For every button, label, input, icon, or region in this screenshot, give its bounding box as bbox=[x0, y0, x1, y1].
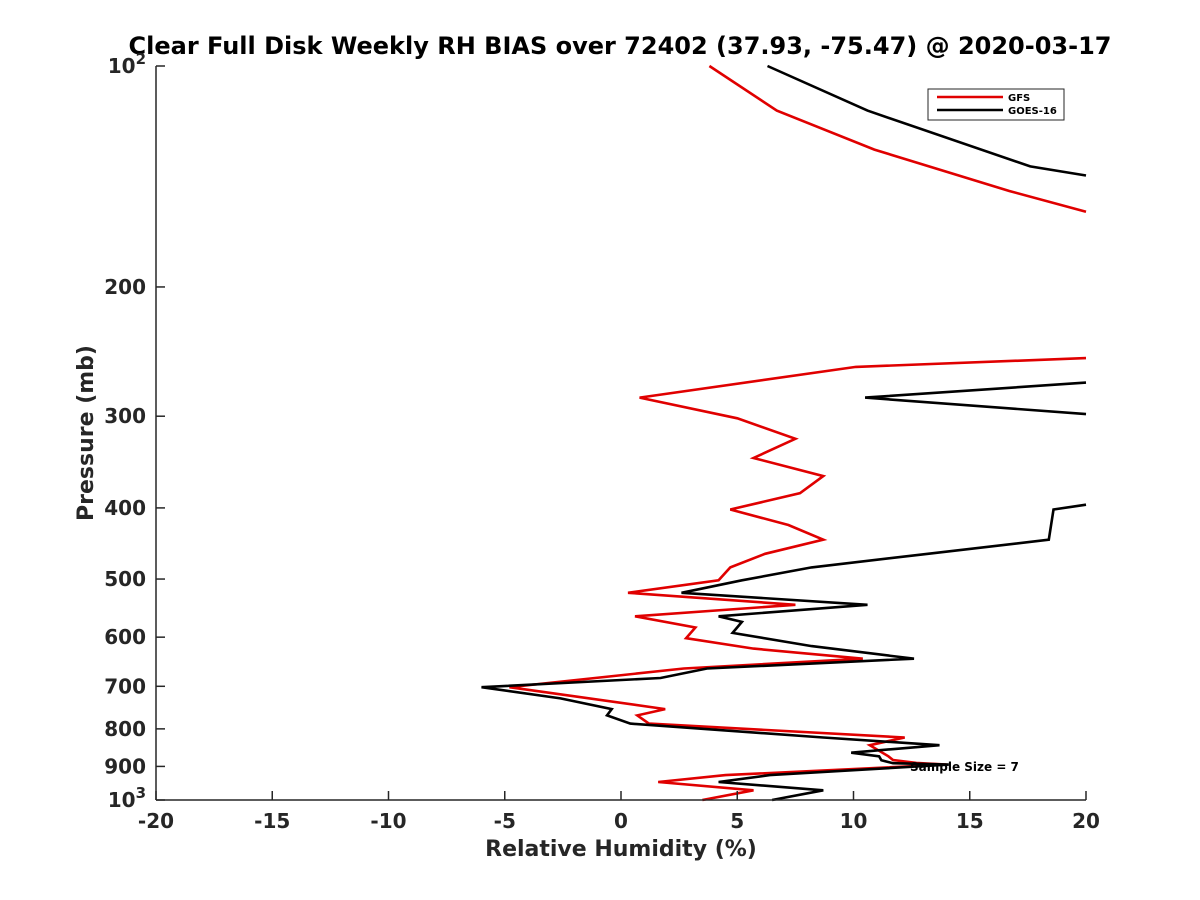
x-tick-label: 0 bbox=[614, 809, 628, 833]
y-tick-label: 500 bbox=[104, 567, 146, 591]
series-line-goes-16-segment-2 bbox=[865, 381, 1087, 416]
x-tick-label: 5 bbox=[730, 809, 744, 833]
x-tick-label: -5 bbox=[494, 809, 516, 833]
y-tick-label: 300 bbox=[104, 404, 146, 428]
chart-title: Clear Full Disk Weekly RH BIAS over 7240… bbox=[129, 32, 1112, 60]
x-tick-label: -20 bbox=[138, 809, 174, 833]
x-axis-label: Relative Humidity (%) bbox=[485, 837, 757, 862]
legend: GFS GOES-16 bbox=[927, 88, 1065, 121]
x-tick-label: -10 bbox=[370, 809, 406, 833]
series-line-gfs-segment-2 bbox=[509, 356, 1087, 802]
x-ticks: -20 -15 -10 -5 0 5 10 15 20 bbox=[138, 791, 1100, 833]
x-tick-label: -15 bbox=[254, 809, 290, 833]
y-tick-label-exponent: 2 bbox=[136, 50, 146, 68]
x-tick-label: 10 bbox=[840, 809, 868, 833]
legend-label-gfs: GFS bbox=[1008, 93, 1030, 104]
y-tick-label-base: 10 bbox=[108, 788, 136, 812]
y-tick-label-exponent: 3 bbox=[136, 784, 146, 802]
legend-box bbox=[927, 88, 1065, 121]
sample-size-annotation: Sample Size = 7 bbox=[910, 760, 1019, 774]
x-tick-label: 15 bbox=[956, 809, 984, 833]
y-tick-label: 700 bbox=[104, 674, 146, 698]
y-tick-label: 400 bbox=[104, 496, 146, 520]
plot-lines bbox=[481, 64, 1087, 802]
y-tick-label: 102 bbox=[108, 50, 146, 78]
y-tick-label: 200 bbox=[104, 275, 146, 299]
y-axis-label: Pressure (mb) bbox=[74, 345, 99, 521]
x-tick-label: 20 bbox=[1072, 809, 1100, 833]
y-tick-label: 600 bbox=[104, 625, 146, 649]
y-tick-label-base: 10 bbox=[108, 54, 136, 78]
series-line-gfs-segment-1 bbox=[708, 64, 1087, 214]
y-tick-label: 900 bbox=[104, 754, 146, 778]
legend-label-goes-16: GOES-16 bbox=[1008, 106, 1057, 117]
y-tick-label: 103 bbox=[108, 784, 146, 812]
y-tick-label: 800 bbox=[104, 717, 146, 741]
series-line-goes-16-segment-1 bbox=[766, 64, 1087, 177]
series-line-goes-16-segment-3 bbox=[481, 503, 1087, 802]
